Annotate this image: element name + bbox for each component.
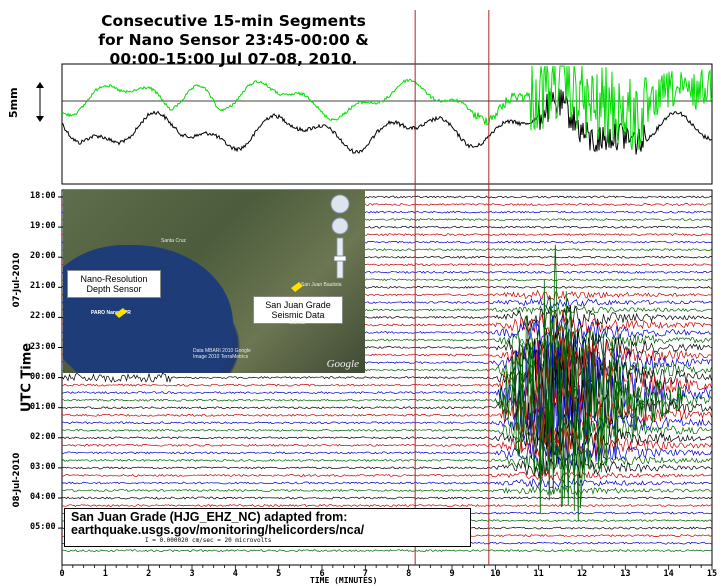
scale-arrow-down — [36, 116, 44, 122]
helicorder-trace — [61, 434, 712, 470]
sensor-marker-icon — [115, 308, 127, 318]
seismic-marker-icon — [291, 282, 303, 292]
helicorder-trace — [61, 444, 712, 474]
helicorder-trace — [61, 384, 712, 447]
x-tick-label: 5 — [276, 569, 282, 579]
source-line-2: earthquake.usgs.gov/monitoring/helicorde… — [71, 523, 365, 537]
helicorder-trace — [61, 411, 712, 456]
x-tick-label: 3 — [189, 569, 195, 579]
date-label-jul07: 07-Jul-2010 — [12, 252, 22, 308]
nano-series-black — [61, 88, 712, 155]
x-tick-label: 14 — [663, 569, 674, 579]
y-tick-label: 05:00 — [30, 522, 56, 533]
x-tick-label: 13 — [620, 569, 631, 579]
nano-series-green — [61, 65, 713, 151]
title-line-3: 00:00-15:00 Jul 07-08, 2010. — [109, 50, 358, 68]
x-tick-label: 8 — [406, 569, 412, 579]
y-tick-label: 03:00 — [30, 461, 56, 472]
date-label-jul08: 08-Jul-2010 — [12, 452, 22, 508]
y-tick-label: 01:00 — [30, 401, 56, 412]
x-tick-label: 11 — [533, 569, 544, 579]
x-tick-label: 0 — [59, 569, 65, 579]
x-tick-label: 6 — [319, 569, 325, 579]
y-tick-label: 02:00 — [30, 431, 56, 442]
helicorder-trace — [61, 425, 712, 462]
y-tick-label: 18:00 — [30, 191, 56, 201]
y-tick-label: 00:00 — [30, 371, 56, 382]
earthquake-waveform — [495, 244, 682, 522]
map-zoom-control[interactable] — [327, 194, 353, 284]
map-label-town-3: San Juan Bautista — [301, 282, 342, 288]
helicorder-trace — [61, 341, 712, 444]
helicorder-trace — [62, 469, 712, 482]
x-tick-label: 1 — [102, 569, 108, 579]
helicorder-trace — [61, 360, 712, 450]
scale-arrow-up — [36, 82, 44, 88]
x-tick-label: 7 — [362, 569, 368, 579]
map-credits: Data MBARI 2010 Google Image 2010 TerraM… — [193, 348, 251, 360]
y-tick-label: 22:00 — [30, 311, 56, 322]
y-tick-label: 20:00 — [30, 251, 56, 262]
x-tick-label: 10 — [490, 569, 501, 579]
helicorder-trace — [61, 391, 712, 446]
helicorder-trace — [62, 457, 712, 479]
x-tick-label: 2 — [146, 569, 152, 579]
title-line-2: for Nano Sensor 23:45-00:00 & — [98, 31, 369, 49]
map-label-town-1: Santa Cruz — [161, 238, 187, 244]
x-tick-label: 12 — [576, 569, 588, 579]
map-label-nano-sensor: Nano-Resolution Depth Sensor — [67, 270, 161, 298]
helicorder-trace — [61, 496, 712, 500]
y-tick-label: 19:00 — [30, 221, 56, 232]
source-scale: I = 0.000020 cm/sec = 20 microvolts — [145, 537, 272, 544]
map-label-seismic: San Juan Grade Seismic Data — [253, 296, 343, 324]
map-label-town-2: Salinas — [289, 320, 306, 326]
source-line-1: San Juan Grade (HJG_EHZ_NC) adapted from… — [71, 510, 348, 524]
x-tick-label: 4 — [232, 569, 238, 579]
title-line-1: Consecutive 15-min Segments — [101, 12, 366, 30]
nano-panel-frame — [61, 63, 713, 185]
y-tick-label: 04:00 — [30, 492, 56, 502]
scale-label: 5mm — [7, 87, 20, 118]
chart-title: Consecutive 15-min Segments for Nano Sen… — [66, 12, 401, 69]
helicorder-trace — [61, 477, 712, 489]
helicorder-trace — [61, 504, 712, 508]
x-axis-label: TIME (MINUTES) — [310, 576, 378, 585]
helicorder-trace — [61, 549, 712, 553]
source-box: San Juan Grade (HJG_EHZ_NC) adapted from… — [64, 508, 471, 547]
helicorder-trace — [61, 485, 712, 497]
location-map: Nano-Resolution Depth Sensor San Juan Gr… — [63, 190, 365, 373]
map-label-paro: PARO Nano BPR — [91, 310, 131, 316]
x-tick-label: 9 — [449, 569, 455, 579]
helicorder-trace — [61, 403, 712, 459]
y-tick-label: 21:00 — [30, 281, 56, 292]
google-logo: Google — [326, 358, 359, 370]
y-tick-label: 23:00 — [30, 341, 56, 352]
x-tick-label: 15 — [706, 569, 718, 579]
